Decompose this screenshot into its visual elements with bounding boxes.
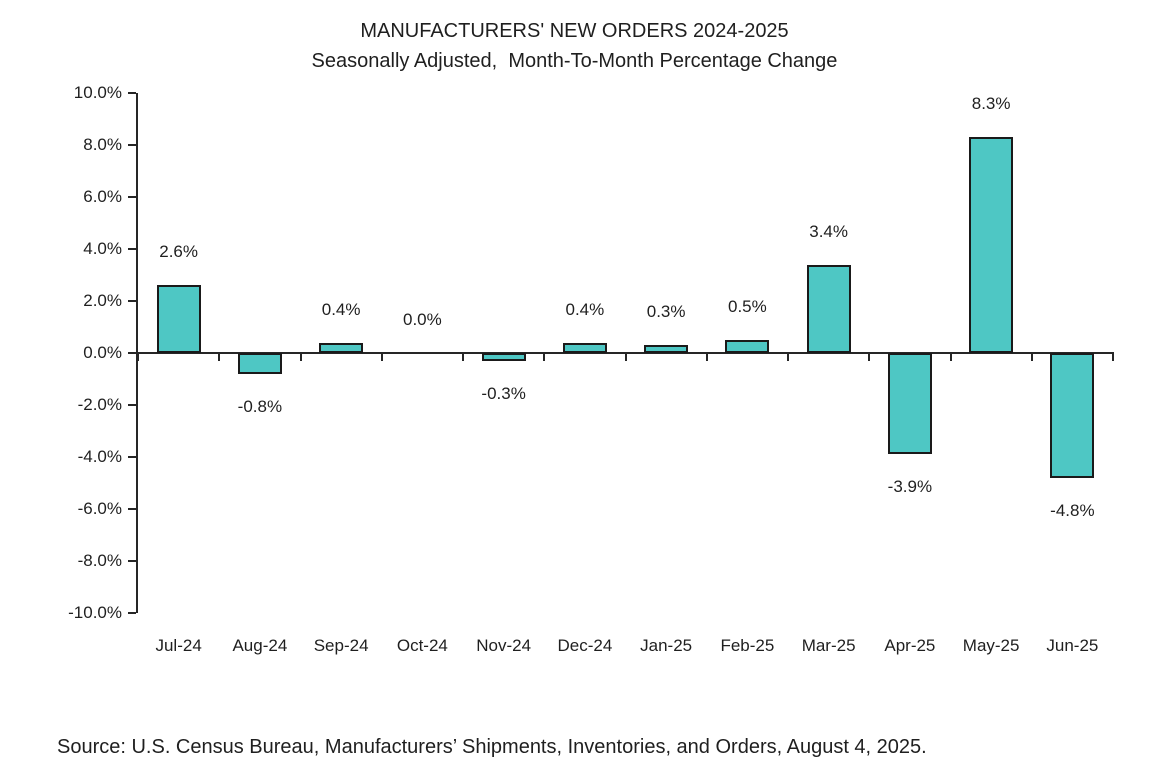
bar-data-label: 3.4% — [809, 221, 848, 241]
bar-data-label: 0.4% — [565, 299, 605, 319]
y-axis-label: -2.0% — [77, 395, 122, 414]
bar — [1050, 353, 1095, 478]
y-axis-label: 0.0% — [83, 343, 122, 362]
bar-data-label: 8.3% — [971, 94, 1011, 114]
bar-data-label: 2.6% — [159, 242, 198, 262]
x-axis-tick — [137, 352, 139, 361]
x-axis-tick — [218, 352, 221, 361]
y-axis-label: 8.0% — [83, 135, 122, 154]
x-axis-tick — [705, 352, 708, 361]
y-axis-label: 4.0% — [83, 239, 122, 258]
y-axis-tick — [128, 352, 136, 354]
y-axis-label: -8.0% — [77, 551, 122, 570]
x-axis-label: Jul-24 — [155, 636, 202, 655]
y-axis-tick — [128, 196, 136, 198]
y-axis-tick — [128, 300, 136, 302]
bar — [319, 342, 364, 353]
y-axis-label: -6.0% — [77, 499, 122, 518]
y-axis-tick — [128, 92, 136, 94]
x-axis-label: Aug-24 — [232, 636, 288, 655]
x-axis-label: Jan-25 — [640, 636, 693, 655]
x-axis-label: Apr-25 — [884, 636, 936, 655]
x-axis-tick — [299, 352, 302, 361]
bar-data-label: 0.4% — [321, 299, 361, 319]
bar — [562, 342, 607, 353]
y-axis-label: -4.0% — [77, 447, 122, 466]
y-axis-tick — [128, 508, 136, 510]
y-axis-label: -10.0% — [68, 603, 122, 622]
x-axis-label: Nov-24 — [476, 636, 532, 655]
x-axis-label: May-25 — [962, 636, 1020, 655]
bar — [887, 353, 932, 455]
y-axis-tick — [128, 456, 136, 458]
x-axis-tick — [624, 352, 627, 361]
y-axis-label: 6.0% — [83, 187, 122, 206]
x-axis-tick — [949, 352, 952, 361]
y-axis-tick — [128, 612, 136, 614]
bar-data-label: -4.8% — [1050, 500, 1095, 520]
x-axis-tick — [462, 352, 464, 361]
x-axis-tick — [543, 352, 546, 361]
y-axis-label: 2.0% — [83, 291, 122, 310]
bar — [237, 353, 282, 374]
x-axis-tick — [380, 352, 383, 361]
x-axis-label: Dec-24 — [557, 636, 613, 655]
y-axis-tick — [128, 248, 136, 250]
bar-data-label: 0.3% — [646, 302, 686, 322]
bar-data-label: -0.3% — [481, 383, 526, 403]
chart-subtitle: Seasonally Adjusted, Month-To-Month Perc… — [311, 50, 838, 72]
x-axis-label: Mar-25 — [801, 636, 856, 655]
x-axis-tick — [1030, 352, 1033, 361]
bar — [725, 340, 770, 353]
y-axis-tick — [128, 144, 136, 146]
bar — [969, 137, 1014, 353]
bar — [644, 345, 689, 353]
x-axis-label: Feb-25 — [720, 636, 775, 655]
bar — [481, 353, 526, 361]
bar-data-label: 0.5% — [728, 297, 767, 316]
bar — [806, 264, 851, 353]
bar-data-label: -3.9% — [887, 477, 933, 497]
y-axis-tick — [128, 560, 136, 562]
x-axis-label: Jun-25 — [1046, 636, 1099, 655]
bar-data-label: 0.0% — [403, 310, 442, 329]
bar — [156, 285, 201, 353]
chart-title: MANUFACTURERS' NEW ORDERS 2024-2025 — [360, 20, 789, 42]
source-note: Source: U.S. Census Bureau, Manufacturer… — [57, 736, 927, 758]
bar-data-label: -0.8% — [237, 396, 283, 416]
x-axis-label: Sep-24 — [313, 636, 369, 655]
x-axis-tick — [1112, 352, 1114, 361]
y-axis-tick — [128, 404, 136, 406]
x-axis-tick — [787, 352, 789, 361]
x-axis-tick — [868, 352, 871, 361]
y-axis-label: 10.0% — [73, 83, 122, 102]
x-axis-label: Oct-24 — [396, 636, 448, 655]
